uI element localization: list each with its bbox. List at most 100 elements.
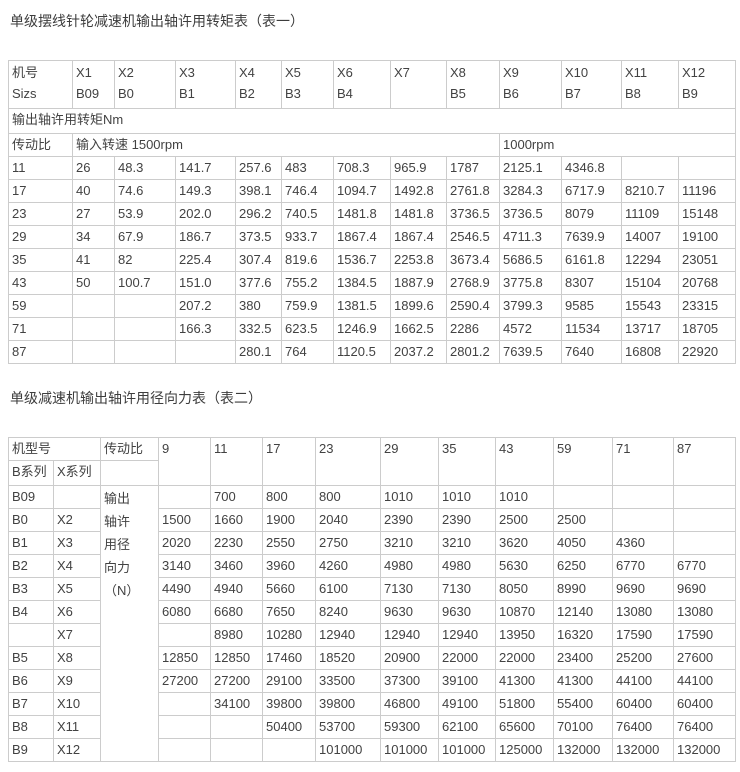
torque-value-cell: 373.5 xyxy=(235,225,282,249)
force-header-row-1: 机型号 传动比 9 11 17 23 29 35 43 59 71 87 xyxy=(7,437,737,486)
force-value-cell: 800 xyxy=(315,485,382,509)
torque-value-cell xyxy=(175,340,236,364)
force-value-cell: 8240 xyxy=(315,600,382,624)
torque-value-cell: 149.3 xyxy=(175,179,236,203)
force-value-cell: 55400 xyxy=(553,692,614,716)
torque-value-cell: 3673.4 xyxy=(446,248,500,272)
torque-value-cell: 965.9 xyxy=(390,156,447,180)
torque-value-cell: 8307 xyxy=(561,271,622,295)
torque-value-cell: 755.2 xyxy=(281,271,334,295)
torque-value-cell: 151.0 xyxy=(175,271,236,295)
model-b-label: B09 xyxy=(76,86,100,101)
torque-value-cell: 202.0 xyxy=(175,202,236,226)
torque-value-cell: 11109 xyxy=(621,202,679,226)
torque-value-cell: 1481.8 xyxy=(333,202,391,226)
force-value-cell: 10280 xyxy=(262,623,317,647)
force-value-cell: 1010 xyxy=(380,485,440,509)
force-value-cell: 8050 xyxy=(495,577,555,601)
torque-value-cell: 280.1 xyxy=(235,340,282,364)
torque-value-cell xyxy=(114,317,176,341)
torque-value-cell: 1120.5 xyxy=(333,340,391,364)
model-b-label: B1 xyxy=(179,86,195,101)
torque-value-cell: 15104 xyxy=(621,271,679,295)
torque-row: 43 50 100.7 151.0 377.6 755.2 1384.5 1887.9 2768… xyxy=(8,271,736,295)
force-value-cell: 2500 xyxy=(553,508,614,532)
force-value-cell xyxy=(612,508,675,532)
torque-value-cell: 483 xyxy=(281,156,334,180)
force-value-cell: 27600 xyxy=(673,646,737,670)
b-model-cell: B1 xyxy=(8,531,54,555)
torque-value-cell xyxy=(114,340,176,364)
blank-header-cell xyxy=(100,460,160,486)
torque-value-cell: 23315 xyxy=(678,294,736,318)
force-value-cell: 9630 xyxy=(380,600,440,624)
torque-value-cell: 5686.5 xyxy=(499,248,562,272)
torque-value-cell: 2761.8 xyxy=(446,179,500,203)
force-value-cell: 34100 xyxy=(210,692,264,716)
force-value-cell: 17590 xyxy=(673,623,737,647)
torque-value-cell: 67.9 xyxy=(114,225,176,249)
radial-force-table: 机型号 传动比 9 11 17 23 29 35 43 59 71 87 B系列 X系列 B09 输出轴许用径… xyxy=(7,437,737,762)
model-x-label: X11 xyxy=(625,65,648,80)
torque-value-cell: 15543 xyxy=(621,294,679,318)
b-model-cell xyxy=(8,623,54,647)
torque-value-cell: 1887.9 xyxy=(390,271,447,295)
b-model-cell: B5 xyxy=(8,646,54,670)
torque-table: 机号 Sizs X1 B09 X2 B0 X3 B1 X4 B2 X5 B3 X6 B4 X7 X8 B5 X9 B… xyxy=(8,60,736,364)
ratio-cell: 35 xyxy=(8,248,73,272)
force-value-cell: 60400 xyxy=(612,692,675,716)
model-x-label: X10 xyxy=(565,65,589,80)
x-model-cell: X3 xyxy=(52,531,102,555)
model-b-label: B8 xyxy=(625,86,641,101)
force-value-cell: 9630 xyxy=(438,600,497,624)
b-model-cell: B7 xyxy=(8,692,54,716)
ratio-cell: 43 xyxy=(8,271,73,295)
force-value-cell: 16320 xyxy=(553,623,614,647)
model-header-cell: X10 B7 xyxy=(561,60,622,109)
force-value-cell: 4050 xyxy=(553,531,614,555)
torque-value-cell: 20768 xyxy=(678,271,736,295)
force-value-cell: 20900 xyxy=(380,646,440,670)
x-model-cell: X12 xyxy=(52,738,102,762)
torque-value-cell: 41 xyxy=(72,248,115,272)
torque-value-cell: 933.7 xyxy=(281,225,334,249)
torque-value-cell: 2037.2 xyxy=(390,340,447,364)
force-value-cell: 18520 xyxy=(315,646,382,670)
model-b-label: B3 xyxy=(285,86,301,101)
torque-value-cell: 40 xyxy=(72,179,115,203)
force-value-cell: 44100 xyxy=(612,669,675,693)
ratio-cell: 29 xyxy=(8,225,73,249)
ratio-cell: 71 xyxy=(8,317,73,341)
torque-value-cell: 82 xyxy=(114,248,176,272)
torque-row: 59 207.2 380 759.9 1381.5 1899.6 2590.4 3799.3 9… xyxy=(8,294,736,318)
torque-value-cell: 4572 xyxy=(499,317,562,341)
force-value-cell: 8990 xyxy=(553,577,614,601)
force-row: B3 X5 4490 4940 5660 6100 7130 7130 8050 8990 9690… xyxy=(8,577,737,601)
force-header-row-2: B系列 X系列 xyxy=(8,460,736,486)
force-value-cell: 1900 xyxy=(262,508,317,532)
force-value-cell: 800 xyxy=(262,485,317,509)
torque-value-cell: 8079 xyxy=(561,202,622,226)
force-value-cell: 62100 xyxy=(438,715,497,739)
force-value-cell: 1660 xyxy=(210,508,264,532)
x-model-cell: X10 xyxy=(52,692,102,716)
radial-force-table-body: 机型号 传动比 9 11 17 23 29 35 43 59 71 87 B系列 X系列 B09 输出轴许用径… xyxy=(7,437,737,762)
x-model-cell: X2 xyxy=(52,508,102,532)
model-header-cell: X1 B09 xyxy=(72,60,115,109)
force-value-cell: 44100 xyxy=(673,669,737,693)
force-value-cell: 25200 xyxy=(612,646,675,670)
ratio-header-cell: 17 xyxy=(262,437,317,486)
ratio-header-cell: 71 xyxy=(612,437,675,486)
force-value-cell: 39800 xyxy=(262,692,317,716)
torque-value-cell: 27 xyxy=(72,202,115,226)
table1-title: 单级摆线针轮减速机输出轴许用转矩表（表一） xyxy=(10,13,304,29)
torque-value-cell xyxy=(621,156,679,180)
force-value-cell: 2550 xyxy=(262,531,317,555)
torque-value-cell: 307.4 xyxy=(235,248,282,272)
torque-value-cell: 3775.8 xyxy=(499,271,562,295)
force-value-cell: 13080 xyxy=(673,600,737,624)
b-series-header-cell: B系列 xyxy=(8,460,54,486)
force-value-cell: 4360 xyxy=(612,531,675,555)
x-model-cell xyxy=(52,485,102,509)
force-value-cell: 101000 xyxy=(380,738,440,762)
